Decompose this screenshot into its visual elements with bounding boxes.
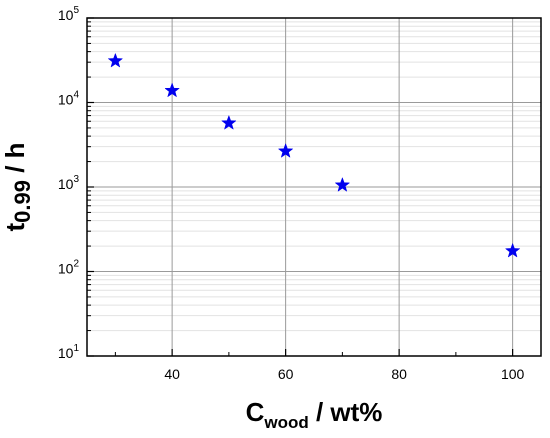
- y-tick-label-base: 10: [58, 92, 74, 108]
- y-tick-label-base: 10: [58, 7, 74, 23]
- data-points: [107, 52, 521, 258]
- y-tick-label-exponent: 5: [73, 5, 79, 16]
- y-tick-label: 104: [58, 90, 80, 108]
- x-axis-title-rest: / wt%: [309, 397, 383, 427]
- y-tick-label-base: 10: [58, 176, 74, 192]
- y-axis-title-subscript: 0.99: [10, 180, 35, 223]
- data-point-star: [334, 176, 351, 192]
- y-tick-label: 105: [58, 5, 80, 23]
- data-point-star: [164, 82, 180, 98]
- data-point-star: [277, 143, 294, 158]
- x-tick-label: 80: [391, 366, 407, 382]
- x-tick-label: 60: [278, 366, 294, 382]
- y-axis-title: t0.99 / h: [0, 142, 35, 231]
- data-point-star: [107, 52, 124, 68]
- y-axis-title-rest: / h: [0, 142, 30, 180]
- x-axis-title: Cwood / wt%: [246, 397, 383, 432]
- y-tick-label-base: 10: [58, 261, 74, 277]
- y-tick-label-exponent: 2: [73, 259, 79, 270]
- data-point-star: [504, 242, 521, 258]
- y-tick-label-exponent: 4: [73, 90, 79, 101]
- y-tick-label: 102: [58, 259, 80, 277]
- y-tick-label-exponent: 3: [73, 174, 79, 185]
- y-tick-label: 103: [58, 174, 80, 192]
- x-axis-title-main: C: [246, 397, 265, 427]
- y-axis-title-main: t: [0, 223, 30, 232]
- y-tick-label-exponent: 1: [73, 343, 79, 354]
- y-tick-label: 101: [58, 343, 80, 361]
- y-tick-label-base: 10: [58, 345, 74, 361]
- x-tick-label: 40: [164, 366, 180, 382]
- x-axis-title-subscript: wood: [263, 413, 308, 432]
- grid: [87, 18, 541, 356]
- data-point-star: [221, 114, 237, 130]
- x-tick-label: 100: [501, 366, 525, 382]
